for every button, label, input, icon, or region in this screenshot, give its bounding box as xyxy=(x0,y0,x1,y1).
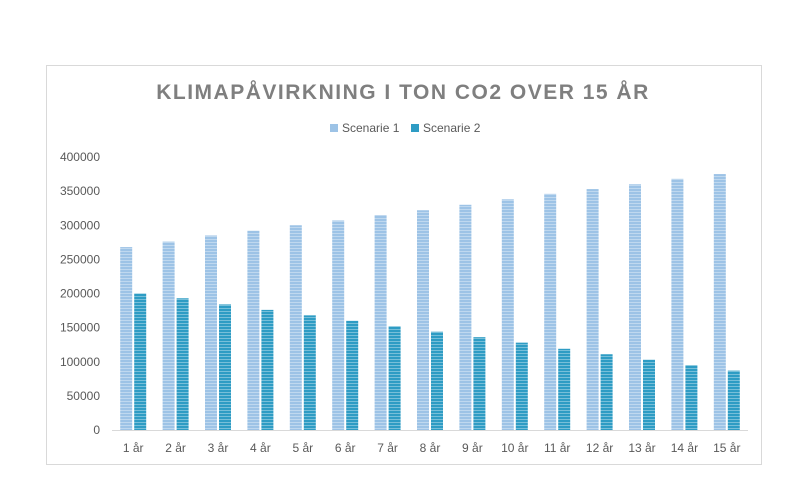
y-tick-label: 0 xyxy=(93,423,100,437)
x-tick-label: 14 år xyxy=(671,441,698,455)
bar-scenarie-2 xyxy=(473,337,486,430)
y-tick-label: 300000 xyxy=(60,218,100,232)
y-tick-label: 200000 xyxy=(60,287,100,301)
y-axis: 0 50000 100000 150000 200000 250000 300000 3500… xyxy=(60,150,100,437)
bar-scenarie-1 xyxy=(501,199,514,430)
legend-label: Scenarie 1 xyxy=(342,121,400,135)
chart-legend: Scenarie 1 Scenarie 2 xyxy=(330,121,481,135)
bar-scenarie-1 xyxy=(586,189,599,430)
x-tick-label: 13 år xyxy=(628,441,655,455)
chart-title: KLIMAPÅVIRKNING I TON CO2 OVER 15 ÅR xyxy=(156,80,650,104)
legend-label: Scenarie 2 xyxy=(423,121,481,135)
bar-scenarie-2 xyxy=(431,331,443,430)
bar-scenarie-1 xyxy=(162,241,175,430)
bar-scenarie-2 xyxy=(727,370,740,430)
bar-scenarie-2 xyxy=(643,359,655,430)
x-tick-label: 12 år xyxy=(586,441,613,455)
y-tick-label: 350000 xyxy=(60,184,100,198)
bar-scenarie-1 xyxy=(247,230,260,430)
bar-scenarie-2 xyxy=(261,309,274,430)
y-tick-label: 400000 xyxy=(60,150,100,164)
bar-scenarie-1 xyxy=(332,220,345,430)
y-tick-label: 100000 xyxy=(60,355,100,369)
bar-scenarie-1 xyxy=(205,235,217,430)
x-tick-label: 5 år xyxy=(292,441,313,455)
bar-scenarie-1 xyxy=(374,215,387,430)
bar-scenarie-2 xyxy=(685,365,698,430)
bar-scenarie-2 xyxy=(346,320,359,430)
bar-scenarie-1 xyxy=(289,225,302,430)
x-axis: 1 år 2 år 3 år 4 år 5 år 6 år 7 år 8 år 9 år 10 å… xyxy=(112,430,748,455)
legend-swatch xyxy=(411,124,419,132)
x-tick-label: 9 år xyxy=(462,441,483,455)
bar-scenarie-1 xyxy=(120,247,133,430)
bar-scenarie-2 xyxy=(134,293,147,430)
x-tick-label: 1 år xyxy=(123,441,144,455)
x-tick-label: 7 år xyxy=(377,441,398,455)
legend-swatch xyxy=(330,124,338,132)
y-tick-label: 250000 xyxy=(60,252,100,266)
y-tick-label: 150000 xyxy=(60,321,100,335)
bar-scenarie-2 xyxy=(558,348,571,430)
bar-scenarie-2 xyxy=(176,298,189,430)
bar-scenarie-1 xyxy=(459,204,472,430)
bar-scenarie-2 xyxy=(303,315,316,430)
x-tick-label: 6 år xyxy=(335,441,356,455)
x-tick-label: 4 år xyxy=(250,441,271,455)
bar-scenarie-2 xyxy=(600,354,613,430)
bar-scenarie-2 xyxy=(219,304,231,430)
x-tick-label: 2 år xyxy=(165,441,186,455)
y-tick-label: 50000 xyxy=(67,389,101,403)
x-tick-label: 15 år xyxy=(713,441,740,455)
bar-scenarie-1 xyxy=(713,174,726,430)
bar-scenarie-1 xyxy=(544,193,557,430)
bars-group xyxy=(120,174,740,430)
bar-scenarie-1 xyxy=(417,210,429,430)
bar-scenarie-1 xyxy=(629,184,641,430)
x-tick-label: 10 år xyxy=(501,441,528,455)
bar-scenarie-2 xyxy=(388,326,401,430)
bar-scenarie-1 xyxy=(671,178,684,430)
x-tick-label: 3 år xyxy=(208,441,229,455)
x-tick-label: 8 år xyxy=(420,441,441,455)
bar-scenarie-2 xyxy=(515,342,528,430)
x-tick-label: 11 år xyxy=(544,441,570,455)
